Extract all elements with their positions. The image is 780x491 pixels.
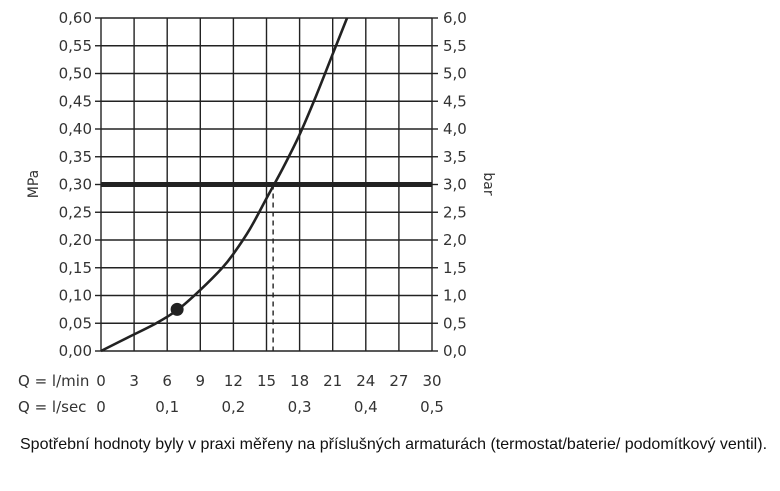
right-tick-label: 5,0	[443, 65, 467, 83]
left-tick-label: 0,55	[59, 37, 92, 55]
x-tick-label: 15	[257, 372, 276, 390]
left-tick-label: 0,05	[59, 314, 92, 332]
flow-pressure-chart: 0,00 0,00,05 0,50,10 1,00,15 1,50,20 2,00,25 2…	[18, 9, 496, 416]
right-tick-label: 3,5	[443, 148, 467, 166]
chart-marks	[100, 17, 432, 353]
x-tick-label: 21	[323, 372, 342, 390]
right-tick-label: 4,0	[443, 120, 467, 138]
right-tick-label: 5,5	[443, 37, 467, 55]
right-tick-label: 4,5	[443, 92, 467, 110]
x-tick-label: 18	[290, 372, 309, 390]
x-tick-label: 0	[96, 398, 106, 416]
left-tick-label: 0,15	[59, 259, 92, 277]
left-tick-label: 0,25	[59, 203, 92, 221]
x-tick-label: 12	[224, 372, 243, 390]
right-tick-label: 6,0	[443, 9, 467, 27]
flow-curve	[100, 17, 349, 353]
left-tick-label: 0,35	[59, 148, 92, 166]
left-tick-label: 0,60	[59, 9, 92, 27]
y-axis-label-right: bar	[480, 172, 496, 195]
x-axis-row-label: Q = l/sec	[18, 398, 86, 416]
x-tick-label: 3	[129, 372, 139, 390]
x-tick-label: 24	[356, 372, 375, 390]
right-tick-label: 1,5	[443, 259, 467, 277]
left-tick-label: 0,30	[59, 176, 92, 194]
left-tick-label: 0,50	[59, 65, 92, 83]
y-axis-label-left: MPa	[26, 170, 42, 198]
right-tick-label: 3,0	[443, 176, 467, 194]
right-tick-label: 1,0	[443, 287, 467, 305]
caption: Spotřební hodnoty byly v praxi měřeny na…	[20, 436, 768, 453]
x-axis-row-label: Q = l/min	[18, 372, 89, 390]
right-tick-label: 2,0	[443, 231, 467, 249]
x-tick-label: 0,5	[420, 398, 444, 416]
left-tick-label: 0,10	[59, 287, 92, 305]
right-tick-label: 2,5	[443, 203, 467, 221]
x-tick-label: 0,3	[288, 398, 312, 416]
left-tick-label: 0,40	[59, 120, 92, 138]
x-tick-label: 0,2	[221, 398, 245, 416]
x-tick-label: 6	[162, 372, 172, 390]
x-tick-label: 30	[422, 372, 441, 390]
right-tick-label: 0,0	[443, 342, 467, 360]
left-tick-label: 0,20	[59, 231, 92, 249]
left-tick-label: 0,00	[59, 342, 92, 360]
x-tick-label: 0,1	[155, 398, 179, 416]
x-tick-label: 0,4	[354, 398, 378, 416]
marker-dot	[170, 302, 184, 316]
x-tick-label: 9	[196, 372, 206, 390]
right-tick-label: 0,5	[443, 314, 467, 332]
left-tick-label: 0,45	[59, 92, 92, 110]
x-tick-label: 27	[389, 372, 408, 390]
tick-labels: 0,00 0,00,05 0,50,10 1,00,15 1,50,20 2,00,25 2…	[18, 9, 467, 416]
x-tick-label: 0	[96, 372, 106, 390]
